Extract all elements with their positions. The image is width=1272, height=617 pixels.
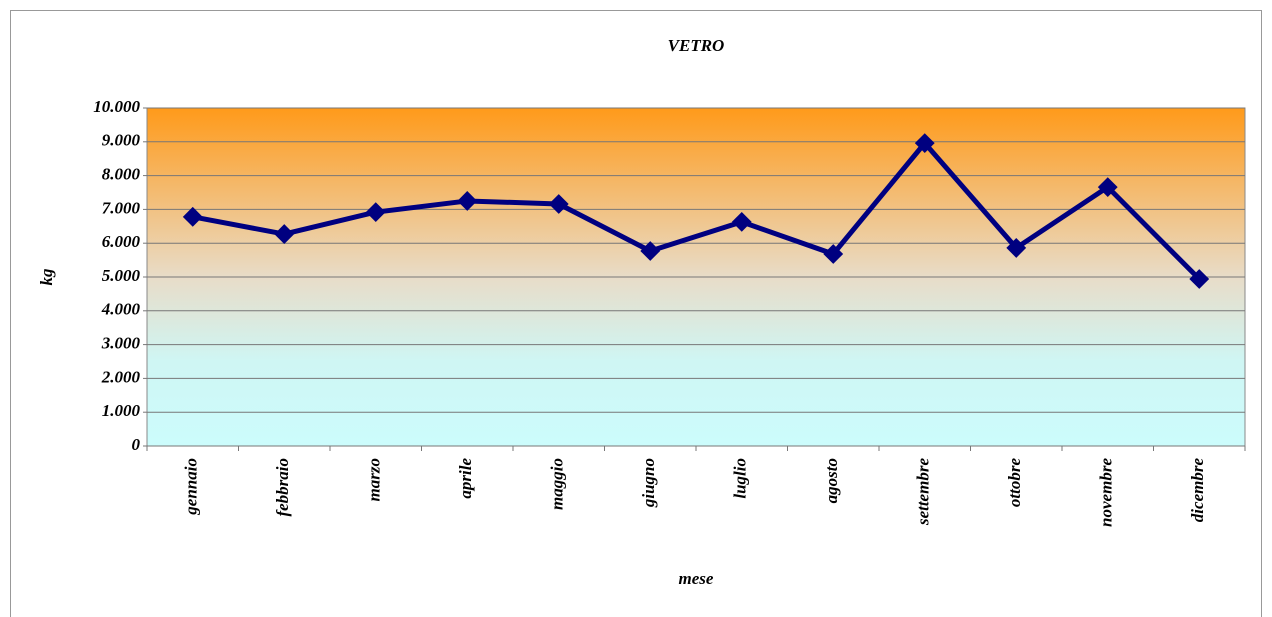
y-tick-label: 6.000: [102, 232, 141, 251]
y-tick-label: 1.000: [102, 401, 141, 420]
data-point: [365, 202, 386, 223]
y-tick-label: 9.000: [102, 131, 141, 150]
chart-title: VETRO: [668, 36, 725, 55]
y-tick-label: 3.000: [101, 334, 141, 353]
x-tick-label: ottobre: [1005, 458, 1024, 508]
y-tick-label: 7.000: [102, 198, 141, 217]
series-line: [192, 140, 1202, 281]
y-axis-label: kg: [37, 268, 56, 286]
x-tick-label: luglio: [731, 458, 750, 499]
x-tick-label: novembre: [1097, 458, 1116, 527]
data-point: [1189, 269, 1210, 289]
data-point: [274, 224, 295, 244]
x-tick-label: aprile: [456, 458, 475, 499]
x-tick-label: dicembre: [1188, 458, 1207, 523]
x-tick-label: maggio: [548, 458, 567, 510]
y-tick-label: 4.000: [101, 300, 141, 319]
y-tick-label: 10.000: [93, 97, 140, 116]
y-tick-label: 0: [132, 435, 141, 454]
x-tick-label: settembre: [914, 458, 933, 526]
data-point: [182, 206, 203, 227]
x-tick-label: gennaio: [182, 458, 201, 516]
x-tick-label: febbraio: [273, 458, 292, 517]
x-tick-label: agosto: [822, 458, 841, 503]
y-tick-label: 2.000: [101, 367, 141, 386]
x-axis-label: mese: [679, 569, 714, 588]
y-tick-label: 8.000: [102, 165, 141, 184]
y-tick-label: 5.000: [102, 266, 141, 285]
data-point: [1097, 177, 1118, 197]
x-tick-label: giugno: [639, 458, 658, 508]
data-point: [457, 191, 478, 211]
x-tick-label: marzo: [365, 458, 384, 501]
